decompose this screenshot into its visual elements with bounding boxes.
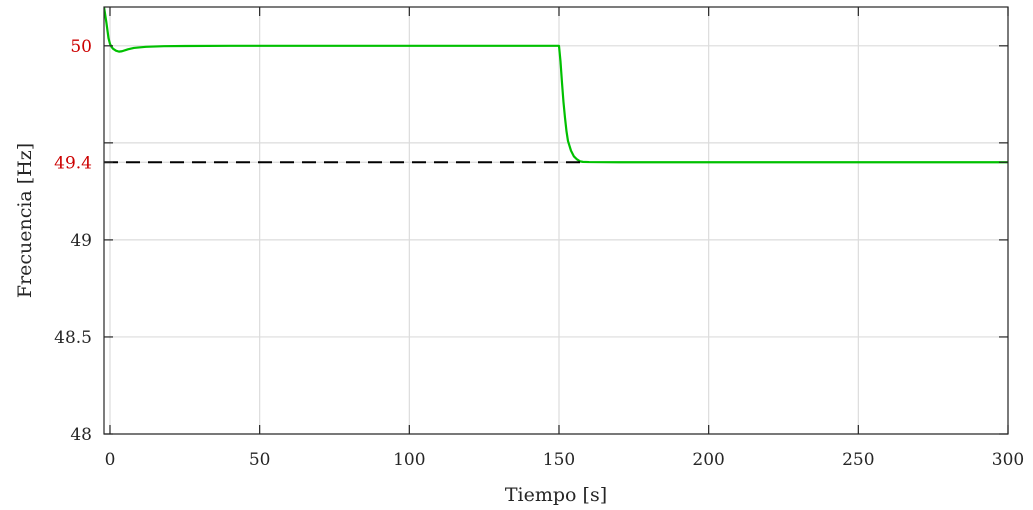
y-axis-label: Frecuencia [Hz] [14, 143, 36, 298]
frequency-series-line [104, 7, 1008, 164]
x-tick-label: 200 [692, 450, 724, 470]
y-tick-label: 49 [70, 231, 92, 251]
y-tick-label: 50 [70, 37, 92, 57]
y-tick-label: 48 [70, 425, 92, 445]
x-tick-label: 250 [842, 450, 874, 470]
x-tick-labels: 0 50 100 150 200 250 300 [105, 450, 1025, 470]
x-tick-label: 300 [992, 450, 1024, 470]
axis-ticks [104, 7, 1009, 435]
x-axis-label: Tiempo [s] [505, 484, 607, 506]
x-tick-label: 150 [543, 450, 575, 470]
y-tick-label: 49.4 [54, 153, 92, 173]
x-tick-label: 100 [393, 450, 425, 470]
y-tick-label: 48.5 [54, 328, 92, 348]
x-tick-label: 50 [249, 450, 271, 470]
series-layer [104, 7, 1008, 164]
plot-background [104, 7, 1008, 434]
x-tick-label: 0 [105, 450, 116, 470]
plot-frame [103, 6, 1009, 435]
y-tick-labels: 48 48.5 49 49.4 50 [54, 37, 92, 445]
